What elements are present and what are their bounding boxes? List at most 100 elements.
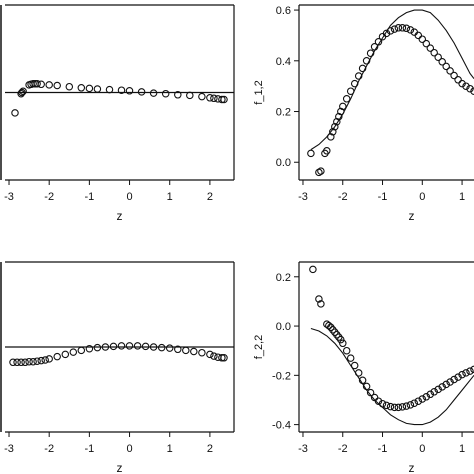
chart-3-point-6 <box>329 326 337 334</box>
chart-1-ytick-label-3: 0.6 <box>276 5 291 17</box>
chart-1-point-11 <box>339 102 347 111</box>
chart-2-point-19 <box>125 342 134 350</box>
chart-1-point-42 <box>462 82 470 90</box>
chart-2-point-12 <box>69 348 78 356</box>
chart-3-point-32 <box>422 393 431 401</box>
panel-bottom-left: -3 -2 -1 0 1 2 z <box>0 261 235 474</box>
chart-3-point-16 <box>358 376 367 385</box>
chart-1-point-30 <box>414 31 423 40</box>
chart-1-point-26 <box>398 24 407 32</box>
chart-3-ylabel: f_2,2 <box>253 335 265 359</box>
chart-1-ytick-label-1: 0.2 <box>276 107 291 119</box>
chart-1-frame <box>298 4 474 181</box>
chart-2-point-28 <box>198 348 206 357</box>
chart-2-xtick-label-3: 0 <box>126 443 132 455</box>
chart-3-point-37 <box>442 380 450 389</box>
chart-1-ytick-label-0: 0.0 <box>276 157 291 169</box>
chart-0-point-15 <box>93 85 102 93</box>
chart-1-point-0 <box>307 149 315 158</box>
chart-0-point-6 <box>29 80 37 88</box>
chart-1-point-16 <box>358 64 367 73</box>
chart-3-point-29 <box>410 399 419 407</box>
chart-3-point-38 <box>446 378 454 386</box>
chart-3-point-35 <box>434 385 442 394</box>
chart-0-point-21 <box>161 89 170 98</box>
chart-3-point-10 <box>337 335 345 344</box>
chart-1-point-12 <box>342 95 351 103</box>
chart-3-point-21 <box>378 399 387 408</box>
chart-3-point-34 <box>430 388 438 396</box>
chart-1-point-20 <box>374 38 383 46</box>
chart-2-point-4 <box>25 357 33 366</box>
chart-2-plot-area <box>5 342 234 367</box>
chart-0-point-28 <box>218 95 226 104</box>
chart-0-point-19 <box>137 88 146 96</box>
chart-1-point-36 <box>438 58 446 66</box>
chart-2-point-15 <box>93 343 102 352</box>
chart-1-point-40 <box>454 76 462 84</box>
chart-3-xtick-label-0: -3 <box>298 443 308 455</box>
chart-2-point-1 <box>13 358 21 367</box>
chart-2-point-3 <box>21 358 29 367</box>
chart-2-point-17 <box>109 342 118 351</box>
chart-1-xlabel: z <box>409 209 415 223</box>
chart-3-point-12 <box>342 346 351 355</box>
chart-3-point-30 <box>414 397 423 405</box>
chart-3-point-0 <box>309 265 317 274</box>
chart-1-point-14 <box>350 79 359 88</box>
chart-3-point-28 <box>406 401 415 409</box>
chart-2-point-13 <box>77 346 86 355</box>
chart-1-point-32 <box>422 39 431 48</box>
chart-3-point-33 <box>426 390 435 399</box>
chart-3-point-31 <box>418 395 427 403</box>
chart-3-point-40 <box>454 373 462 381</box>
chart-2-point-23 <box>157 343 166 352</box>
chart-3-point-22 <box>382 401 391 410</box>
chart-1-point-17 <box>362 57 371 65</box>
chart-2-point-2 <box>17 358 25 367</box>
chart-0-point-24 <box>198 92 206 101</box>
chart-3-plot-area <box>309 265 474 426</box>
chart-2-xtick-label-4: 1 <box>167 443 173 455</box>
chart-2-xtick-label-0: -3 <box>4 443 14 455</box>
chart-3-point-24 <box>390 403 399 412</box>
chart-0-point-18 <box>125 87 134 95</box>
chart-1-point-5 <box>327 133 335 141</box>
chart-2-xtick-label-2: -1 <box>84 443 94 455</box>
chart-0-point-1 <box>17 89 25 98</box>
chart-2-xtick-label-5: 2 <box>207 443 213 455</box>
chart-0-point-10 <box>45 81 53 89</box>
chart-1-point-35 <box>434 53 442 61</box>
chart-2-point-33 <box>220 354 228 362</box>
chart-1-point-38 <box>446 67 454 75</box>
chart-2-point-20 <box>133 342 142 350</box>
chart-0-xtick-label-2: -1 <box>84 191 94 203</box>
chart-0-xtick-label-5: 2 <box>207 191 213 203</box>
chart-3-point-23 <box>386 402 395 411</box>
chart-1-point-2 <box>317 167 325 175</box>
chart-1-ytick-label-2: 0.4 <box>276 56 291 68</box>
chart-3-point-25 <box>394 403 403 412</box>
chart-2-point-29 <box>206 350 214 359</box>
chart-1-point-15 <box>354 72 363 80</box>
chart-1-point-43 <box>466 84 474 93</box>
chart-1-xtick-label-1: -2 <box>338 191 348 203</box>
chart-0-point-16 <box>105 85 114 94</box>
chart-3-point-43 <box>466 367 474 375</box>
chart-2-point-22 <box>149 343 158 351</box>
chart-0-point-2 <box>18 88 26 97</box>
chart-3-point-18 <box>366 388 375 397</box>
chart-3-point-39 <box>450 375 458 384</box>
chart-1-point-22 <box>382 29 391 38</box>
chart-3-point-41 <box>458 370 466 379</box>
panel-bottom-right: -3 -2 -1 0 1 z -0.4 -0.2 0.0 0.2 f_2,2 <box>253 261 474 474</box>
chart-2-point-26 <box>182 346 190 355</box>
chart-0-point-8 <box>33 80 41 88</box>
chart-0-point-29 <box>220 95 228 104</box>
chart-0-xlabel: z <box>117 209 123 223</box>
chart-2-point-5 <box>29 357 37 366</box>
chart-2-point-8 <box>41 356 49 364</box>
chart-1-point-10 <box>337 107 345 116</box>
chart-2-frame <box>0 261 235 433</box>
